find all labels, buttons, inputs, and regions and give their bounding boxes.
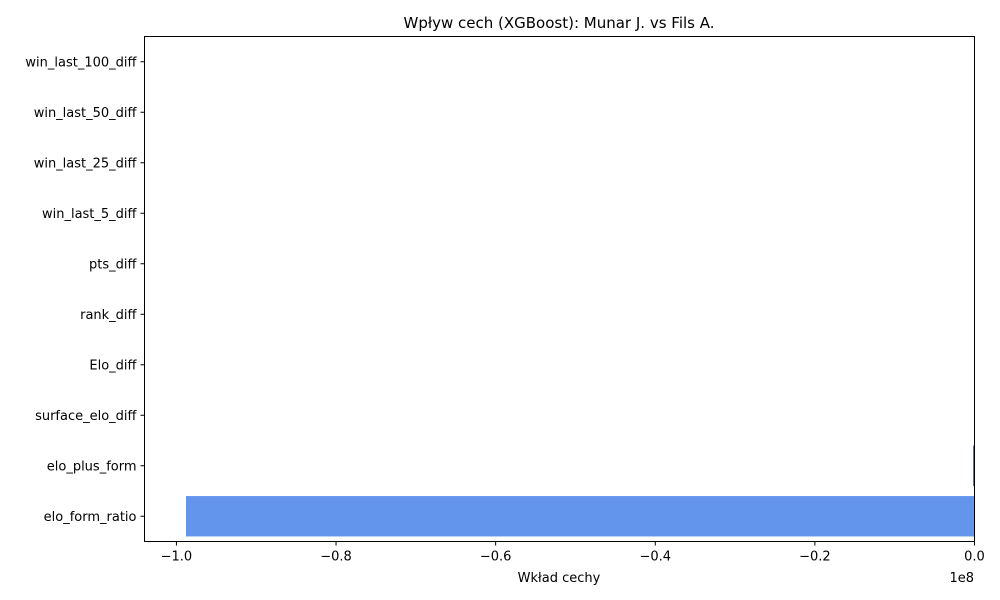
chart-title: Wpływ cech (XGBoost): Munar J. vs Fils A… — [403, 14, 714, 32]
y-tick-label-Elo_diff: Elo_diff — [89, 358, 137, 373]
bars-group — [186, 445, 975, 537]
bar-elo_form_ratio — [186, 496, 975, 537]
y-tick-label-win_last_100_diff: win_last_100_diff — [25, 55, 137, 70]
y-tick-label-pts_diff: pts_diff — [89, 257, 137, 272]
x-axis-offset-label: 1e8 — [949, 571, 974, 586]
y-tick-label-win_last_5_diff: win_last_5_diff — [42, 207, 138, 222]
y-tick-label-elo_plus_form: elo_plus_form — [47, 459, 137, 474]
bar-elo_plus_form — [973, 445, 975, 486]
x-tick-label: −0.8 — [320, 550, 352, 565]
y-tick-label-rank_diff: rank_diff — [80, 308, 137, 323]
plot-frame — [144, 36, 975, 542]
x-tick-label: 0.0 — [964, 550, 985, 565]
x-tick-label: −0.2 — [799, 550, 831, 565]
y-tick-label-win_last_25_diff: win_last_25_diff — [34, 156, 138, 171]
x-axis-ticks: −1.0 −0.8 −0.6 −0.4 −0.2 0.0 — [161, 541, 985, 565]
x-tick-label: −1.0 — [161, 550, 193, 565]
y-tick-label-elo_form_ratio: elo_form_ratio — [44, 510, 137, 525]
x-axis-label: Wkład cechy — [518, 571, 601, 586]
x-tick-label: −0.4 — [639, 550, 671, 565]
x-tick-label: −0.6 — [480, 550, 512, 565]
y-tick-label-surface_elo_diff: surface_elo_diff — [35, 409, 137, 424]
y-tick-label-win_last_50_diff: win_last_50_diff — [34, 106, 138, 121]
y-axis-ticks: elo_form_ratio elo_plus_form surface_elo_d… — [25, 55, 145, 525]
